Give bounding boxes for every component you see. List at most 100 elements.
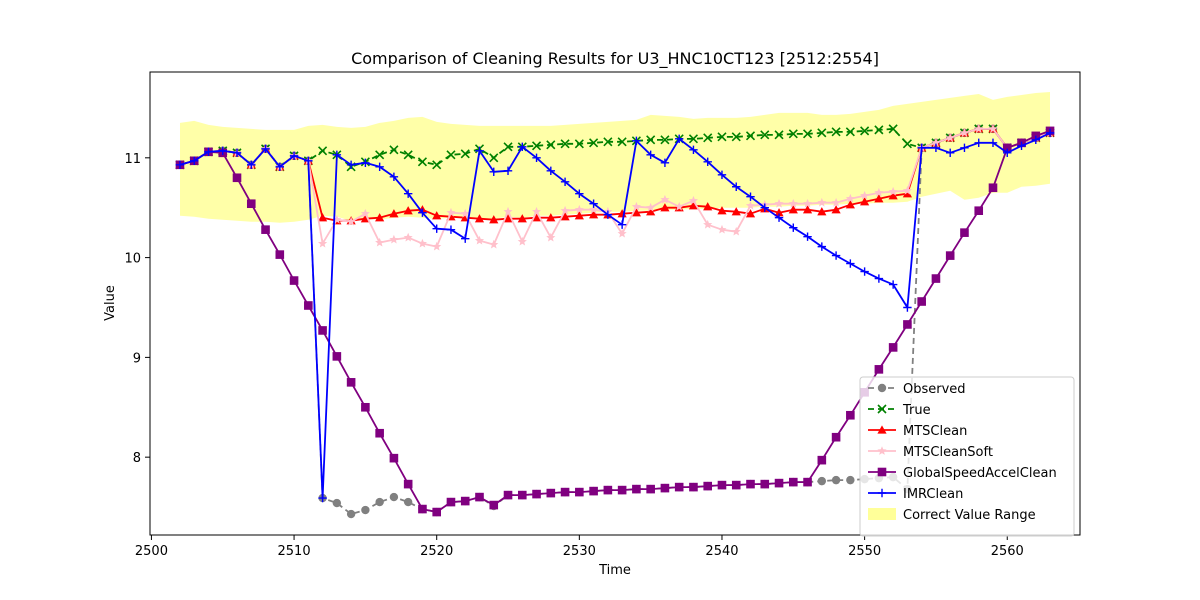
legend-entry: Observed [868,382,966,397]
data-point-imrclean [917,143,926,153]
data-point-true [646,135,656,145]
x-tick-label: 2530 [563,544,596,559]
x-axis-title: Time [598,563,631,578]
data-point-imrclean [575,189,584,198]
data-point-globalspeedaccelclean [475,492,484,502]
data-point-globalspeedaccelclean [888,343,898,352]
data-point-imrclean [503,166,513,175]
data-point-imrclean [988,138,998,148]
data-point-observed [831,475,841,485]
data-point-globalspeedaccelclean [332,352,342,361]
data-point-globalspeedaccelclean [746,479,755,489]
data-point-imrclean [560,177,570,186]
legend-entry: GlobalSpeedAccelClean [868,466,1057,481]
data-point-globalspeedaccelclean [460,496,470,506]
data-point-true [760,130,770,140]
data-point-true [788,129,798,139]
data-point-globalspeedaccelclean [960,228,969,237]
y-tick-label: 11 [124,152,141,167]
data-point-true [546,140,556,150]
data-point-true [831,127,841,137]
data-point-imrclean [1003,148,1012,158]
data-point-globalspeedaccelclean [731,480,741,490]
data-point-true [902,139,912,149]
data-point-mtscleansoft [860,190,870,200]
data-point-mtscleansoft [931,138,941,147]
data-point-mtsclean [860,197,870,206]
data-point-mtscleansoft [460,208,470,218]
data-point-mtsclean [474,214,485,223]
data-point-globalspeedaccelclean [903,320,912,329]
data-point-true [446,150,456,160]
data-point-mtsclean [489,215,499,224]
y-axis-title: Value [103,285,118,321]
data-point-globalspeedaccelclean [246,199,256,209]
data-point-true [660,135,670,145]
data-point-imrclean [589,199,598,208]
data-point-true [432,160,442,170]
legend-entry: Correct Value Range [868,508,1036,523]
data-point-mtscleansoft [888,186,898,196]
data-point-globalspeedaccelclean [831,432,841,442]
data-point-mtsclean [660,203,670,212]
data-point-imrclean [247,160,256,169]
data-point-observed [817,476,827,486]
data-point-globalspeedaccelclean [503,490,513,500]
data-point-mtscleansoft [902,185,912,195]
data-point-globalspeedaccelclean [289,276,299,285]
data-point-imrclean [518,142,527,152]
data-point-imrclean [732,182,741,191]
data-point-globalspeedaccelclean [232,173,242,183]
data-point-imrclean [689,145,698,155]
data-point-mtscleansoft [517,236,527,246]
data-point-globalspeedaccelclean [660,483,670,493]
data-point-imrclean [218,146,227,156]
x-tick-label: 2550 [848,544,881,559]
data-point-mtscleansoft [346,216,356,226]
data-point-imrclean [974,138,983,148]
data-point-imrclean [461,234,470,243]
data-point-imrclean [888,280,898,289]
correct-value-range-band [180,92,1050,223]
data-point-mtscleansoft [959,128,969,137]
data-point-imrclean [831,251,841,260]
data-point-imrclean [289,151,299,161]
data-point-globalspeedaccelclean [275,250,285,259]
series-line-imrclean [179,132,1051,499]
data-point-mtscleansoft [574,204,584,214]
data-point-true [888,124,898,134]
data-point-mtsclean [688,201,699,210]
data-point-imrclean [931,143,941,153]
data-point-mtscleansoft [617,228,627,238]
data-point-globalspeedaccelclean [632,484,641,494]
data-point-globalspeedaccelclean [446,497,456,507]
data-point-observed [389,492,399,502]
data-point-imrclean [1031,135,1040,145]
data-point-globalspeedaccelclean [361,402,370,412]
data-point-mtsclean [503,214,513,223]
data-point-globalspeedaccelclean [346,378,356,387]
data-point-globalspeedaccelclean [304,301,313,310]
axes-layer: 2500 2510 2520 2530 2540 2550 2560 8 9 10 11 [124,71,1081,559]
data-point-mtsclean [631,208,641,217]
data-point-globalspeedaccelclean [389,453,399,463]
legend-entry: MTSClean [868,424,967,439]
data-point-true [574,139,584,149]
data-point-imrclean [418,208,427,217]
x-tick-label: 2520 [420,544,453,559]
data-point-mtscleansoft [731,226,741,236]
data-point-imrclean [304,156,313,166]
data-point-globalspeedaccelclean [617,485,627,495]
data-point-imrclean [475,146,484,156]
data-point-imrclean [960,143,969,153]
data-point-true [375,150,385,160]
data-point-mtscleansoft [945,133,955,142]
data-point-mtsclean [788,205,798,214]
data-point-imrclean [446,225,456,234]
data-point-globalspeedaccelclean [532,489,541,499]
data-point-globalspeedaccelclean [689,482,698,492]
data-point-true [817,128,827,138]
data-point-mtscleansoft [589,204,599,214]
data-point-mtsclean [845,200,855,209]
data-point-mtscleansoft [360,208,370,218]
